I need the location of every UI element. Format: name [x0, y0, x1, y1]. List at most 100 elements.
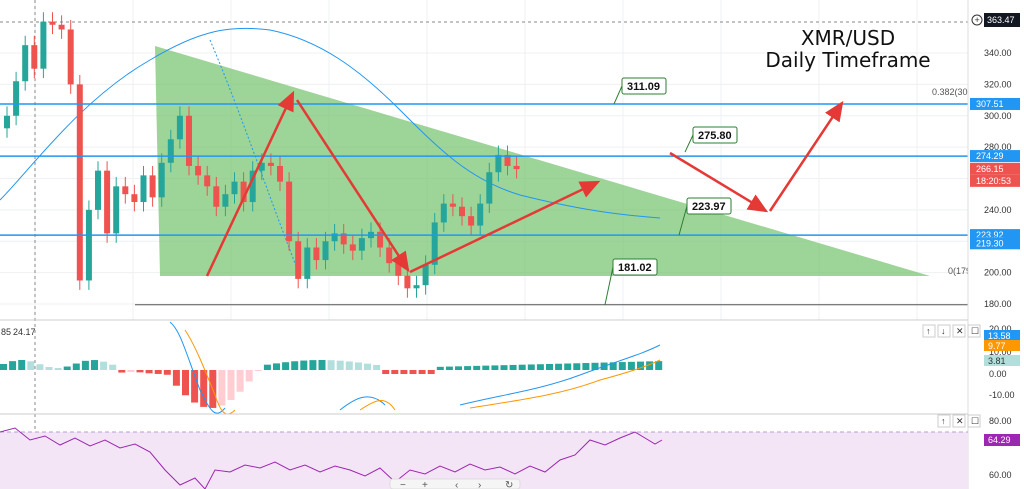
rsi-control-btn[interactable]: [952, 414, 966, 428]
moving-average-slow: [0, 27, 661, 219]
level-label: 275.80: [698, 130, 732, 142]
trend-arrows: [205, 90, 844, 277]
macd-bar: [63, 366, 71, 370]
candle-body: [22, 45, 29, 82]
candle-body: [104, 170, 111, 234]
zoom-out-icon[interactable]: −: [400, 480, 406, 489]
level-label: 181.02: [618, 262, 652, 274]
candle-body: [468, 216, 475, 226]
candle-body: [504, 154, 511, 166]
macd-bar: [263, 364, 271, 370]
macd-bar: [0, 364, 7, 370]
price-badge-bg: [970, 174, 1020, 187]
macd-bar: [109, 364, 117, 370]
price-axis-top[interactable]: + 363.47: [971, 13, 1020, 27]
macd-bar: [245, 370, 253, 382]
svg-text:+: +: [975, 15, 980, 25]
macd-bar: [72, 363, 80, 370]
macd-tick-label: -10.00: [989, 390, 1015, 400]
macd-bar: [373, 364, 381, 370]
reset-icon[interactable]: ↻: [505, 480, 513, 489]
candle-body: [395, 263, 402, 276]
candle-body: [222, 194, 229, 207]
candle-body: [149, 175, 156, 198]
macd-control-icon[interactable]: ☐: [971, 326, 979, 336]
macd-bar: [591, 362, 599, 370]
rsi-axis-ticks: 80.00 60.00: [989, 416, 1012, 480]
rsi-control-icon[interactable]: ☐: [971, 416, 979, 426]
macd-bar: [154, 370, 162, 374]
zoom-toolbar[interactable]: − + ‹ › ↻: [389, 478, 521, 489]
candle-body: [231, 181, 238, 195]
rsi-line: [0, 427, 663, 489]
macd-bar: [327, 360, 335, 370]
macd-control-icon[interactable]: ↑: [926, 326, 931, 336]
rsi-panel: 80.00 60.00 64.29 ↑ ✕ ☐: [0, 414, 1020, 489]
macd-bar: [400, 370, 408, 374]
arrow-down-1: [295, 99, 410, 273]
macd-bar: [282, 362, 290, 370]
price-badge: 219.30: [976, 238, 1004, 248]
macd-bar: [254, 370, 262, 371]
macd-bar: [391, 370, 399, 374]
macd-bar: [172, 370, 180, 386]
rsi-control-icon[interactable]: ✕: [956, 416, 964, 426]
candle-body: [186, 115, 192, 166]
macd-bar: [500, 365, 508, 370]
price-tick-label: 240.00: [984, 205, 1012, 215]
candle-body: [295, 241, 302, 279]
scroll-left-icon[interactable]: ‹: [455, 480, 458, 489]
level-label-box: [692, 126, 738, 144]
macd-badges: 13.589.77 3.81: [984, 330, 1020, 366]
candle-body: [4, 115, 10, 129]
macd-bar: [81, 360, 89, 370]
macd-badge-bg: [984, 355, 1020, 366]
macd-bar: [509, 364, 517, 370]
rsi-control-btn[interactable]: [937, 414, 951, 428]
macd-controls[interactable]: ↑ ↓ ✕ ☐: [922, 324, 981, 338]
price-badge: 307.51: [976, 99, 1004, 109]
rsi-control-btn[interactable]: [967, 414, 981, 428]
scroll-right-icon[interactable]: ›: [478, 480, 481, 489]
candle-body: [449, 203, 456, 207]
rsi-control-icon[interactable]: ↑: [941, 416, 946, 426]
macd-bar: [273, 363, 280, 370]
level-label: 223.97: [692, 201, 726, 213]
price-tick-label: 280.00: [984, 142, 1012, 152]
macd-control-btn[interactable]: [967, 324, 981, 338]
candle-body: [67, 29, 74, 85]
candle-body: [49, 21, 56, 25]
zoom-in-icon[interactable]: +: [422, 480, 428, 489]
candle-body: [58, 24, 65, 30]
macd-tick-label: 20.00: [989, 324, 1012, 334]
macd-bar: [182, 370, 189, 396]
candle-body: [340, 233, 347, 245]
macd-left-label-0: 85: [1, 327, 11, 337]
macd-bar: [655, 361, 663, 370]
macd-control-btn[interactable]: [937, 324, 951, 338]
fib-top-label: 0.382(309.09): [932, 87, 988, 97]
macd-bar: [27, 361, 35, 370]
candle-body: [495, 154, 502, 173]
level-label-box: [686, 197, 732, 215]
candle-body: [13, 81, 20, 116]
rsi-controls[interactable]: ↑ ✕ ☐: [937, 414, 981, 428]
macd-bar: [136, 370, 144, 373]
candle-body: [195, 165, 202, 176]
price-tick-label: 340.00: [984, 48, 1012, 58]
price-badge-bg: [970, 162, 1020, 175]
add-icon[interactable]: [971, 14, 983, 26]
macd-control-btn[interactable]: [952, 324, 966, 338]
top-price-label: 363.47: [987, 15, 1015, 25]
rsi-badge: 64.29: [988, 435, 1011, 445]
macd-bar: [345, 361, 353, 370]
macd-control-btn[interactable]: [922, 324, 936, 338]
macd-control-icon[interactable]: ↓: [941, 326, 946, 336]
macd-bar: [163, 370, 171, 375]
rsi-tick-label: 80.00: [989, 416, 1012, 426]
macd-bar: [191, 370, 199, 403]
macd-control-icon[interactable]: ✕: [956, 326, 964, 336]
candle-body: [240, 181, 247, 203]
macd-panel: 85 24.17 20.00 10.00 0.00 -10.00 13.589.77 3…: [0, 321, 1020, 415]
